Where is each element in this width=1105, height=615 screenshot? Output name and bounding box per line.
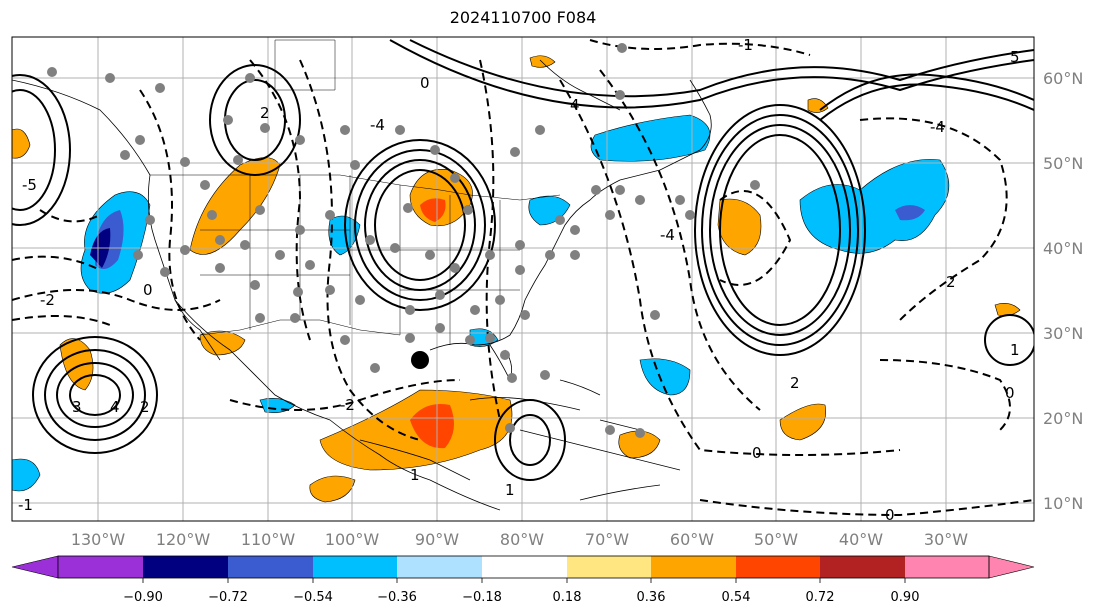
lat-label: 30°N: [1043, 324, 1083, 343]
colorbar-tick-label: −0.72: [208, 590, 248, 605]
contour-label: 2: [790, 374, 800, 392]
shade-blue-sw: [12, 458, 41, 492]
contour-label: 2: [140, 398, 150, 416]
contour-label: 5: [1010, 48, 1020, 66]
contours-dashed: [12, 39, 1034, 517]
shade-blue-labrador: [590, 114, 711, 162]
colorbar-segment: [228, 556, 313, 578]
contour-label: -1: [738, 36, 753, 54]
shade-orange-baja: [199, 330, 246, 356]
map-area: [12, 37, 1034, 521]
colorbar-tick-label: 0.54: [722, 590, 751, 605]
shade-darkblue-atlantic: [895, 205, 925, 221]
colorbar-segment: [313, 556, 397, 578]
lon-label: 90°W: [415, 530, 459, 549]
colorbar-tick-label: −0.18: [462, 590, 502, 605]
colorbar-ticks: [142, 578, 906, 583]
colorbar-tick-label: −0.36: [377, 590, 417, 605]
contour-label: -4: [930, 118, 945, 136]
colorbar-segment: [651, 556, 736, 578]
contour-label: 0: [752, 444, 762, 462]
lat-label: 10°N: [1043, 494, 1083, 513]
colorbar-segment: [736, 556, 820, 578]
colorbar-segment: [58, 556, 143, 578]
lat-label: 40°N: [1043, 239, 1083, 258]
lat-label: 20°N: [1043, 409, 1083, 428]
colorbar-tick-label: −0.54: [293, 590, 333, 605]
colorbar-segment: [820, 556, 905, 578]
contour-label: 4: [570, 96, 580, 114]
map-content: 0 -2 0 -4 4 -4 -4 2 0 0 1 0 2 3 4 1 1 2 …: [12, 36, 1034, 524]
contour-label: 2: [946, 273, 956, 291]
lon-label: 30°W: [924, 530, 968, 549]
colorbar: −0.90 −0.72 −0.54 −0.36 −0.18 0.18 0.36 …: [11, 555, 1035, 605]
shade-orange-north: [529, 55, 556, 68]
colorbar-tick-label: 0.18: [553, 590, 582, 605]
lon-label: 60°W: [670, 530, 714, 549]
lon-label: 50°W: [754, 530, 798, 549]
contour-label: -4: [660, 226, 675, 244]
lon-label: 80°W: [500, 530, 544, 549]
lat-label: 60°N: [1043, 69, 1083, 88]
contour-label: 2: [260, 104, 270, 122]
shade-orange-north-atlantic: [807, 98, 829, 113]
contour-label: 0: [885, 506, 895, 524]
lon-label: 120°W: [156, 530, 211, 549]
contour-label: 1: [1010, 341, 1020, 359]
shaded-regions: [12, 55, 1021, 503]
shade-red-caribbean: [410, 404, 454, 449]
contour-label: 0: [1005, 384, 1015, 402]
colorbar-tick-label: 0.36: [637, 590, 666, 605]
shade-orange-east-tropical: [779, 403, 827, 441]
colorbar-tick-label: −0.90: [123, 590, 163, 605]
map-frame: [11, 36, 1035, 522]
shade-orange-nw: [12, 128, 31, 159]
station-dots: [47, 43, 760, 438]
colorbar-min-extend: [11, 555, 59, 579]
lon-label: 130°W: [71, 530, 126, 549]
contour-label: -2: [340, 396, 355, 414]
colorbar-max-extend: [988, 555, 1035, 579]
contour-label: 1: [410, 466, 420, 484]
colorbar-segment: [567, 556, 651, 578]
plot-title: 2024110700 F084: [449, 8, 597, 27]
colorbar-segment: [905, 556, 989, 578]
lon-label: 110°W: [241, 530, 296, 549]
colorbar-segment: [482, 556, 567, 578]
latitude-labels: 60°N 50°N 40°N 30°N 20°N 10°N: [1043, 69, 1083, 513]
shade-orange-pacific-south: [309, 475, 356, 503]
longitude-labels: 130°W 120°W 110°W 100°W 90°W 80°W 70°W 6…: [71, 530, 968, 549]
contour-label: -5: [22, 176, 37, 194]
storm-center-marker: [411, 351, 429, 369]
colorbar-frame: [57, 555, 990, 579]
contour-label: 3: [72, 398, 82, 416]
lon-label: 70°W: [585, 530, 629, 549]
contour-labels: 0 -2 0 -4 4 -4 -4 2 0 0 1 0 2 3 4 1 1 2 …: [18, 36, 1020, 524]
shade-blue-subtropical: [639, 358, 691, 396]
contour-label: -4: [370, 116, 385, 134]
contour-label: 4: [110, 398, 120, 416]
lon-label: 100°W: [325, 530, 380, 549]
contour-label: -1: [18, 496, 33, 514]
lat-label: 50°N: [1043, 154, 1083, 173]
colorbar-tick-label: 0.90: [891, 590, 920, 605]
colorbar-tick-label: 0.72: [806, 590, 835, 605]
shade-red-great-lakes: [420, 198, 446, 222]
shade-orange-atlantic-west: [717, 198, 762, 256]
contour-label: -2: [40, 291, 55, 309]
colorbar-segment: [397, 556, 482, 578]
lon-label: 40°W: [839, 530, 883, 549]
coastlines: [12, 59, 712, 511]
contour-label: 1: [505, 481, 515, 499]
contour-label: 0: [143, 281, 153, 299]
contour-label: 0: [420, 74, 430, 92]
colorbar-segment: [143, 556, 228, 578]
